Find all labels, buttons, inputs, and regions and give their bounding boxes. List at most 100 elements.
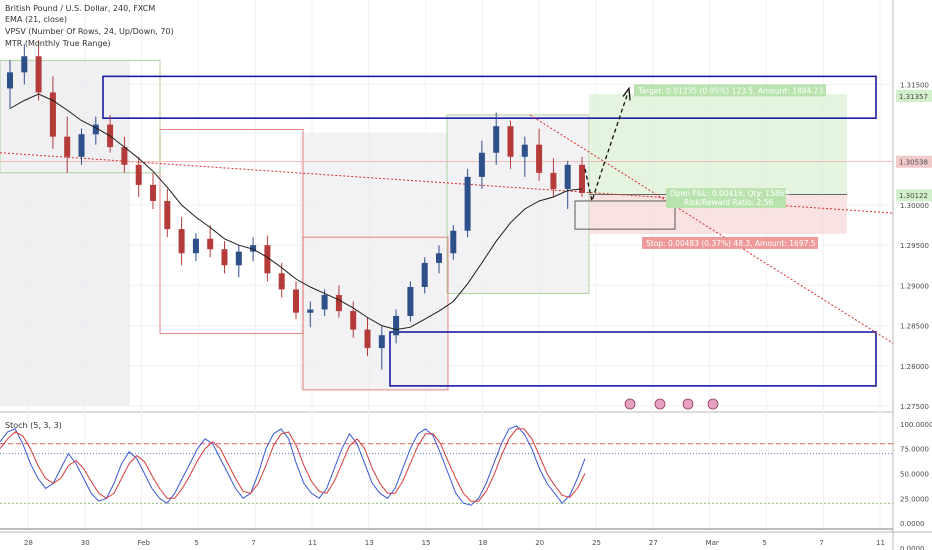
time-tick-label: 7 [251, 539, 255, 547]
time-tick-label: 27 [649, 539, 658, 547]
candle-down [579, 164, 585, 193]
oscillator-tick-label: 0.0000 [900, 545, 925, 550]
price-tick-label: 1.30000 [900, 202, 929, 210]
price-label: 1.31357 [899, 93, 928, 101]
candle-down [264, 245, 271, 274]
target-label-box [634, 84, 826, 97]
candle-up [407, 287, 414, 316]
time-tick-label: 15 [422, 539, 431, 547]
projection-arrow [584, 92, 629, 204]
open-label: Open P&L: 0.00416, Qty: 15869 [670, 189, 789, 198]
event-icon [707, 398, 719, 410]
oscillator-title: Stoch (5, 3, 3) [5, 421, 62, 430]
stoch-d-line [0, 428, 586, 502]
open-label-box [666, 188, 786, 209]
candle-up [493, 126, 500, 153]
trendline-upper [529, 114, 894, 344]
candle-down [35, 56, 42, 93]
candle-down [150, 184, 156, 201]
range-box-red [159, 129, 304, 335]
indicator-legend: VPSV (Number Of Rows, 24, Up/Down, 70) [5, 27, 174, 36]
time-tick-label: 5 [762, 539, 766, 547]
range-box-red [302, 236, 449, 391]
stop-label: Stop: 0.00483 (0.37%) 48.3, Amount: 1697… [646, 239, 816, 248]
candle-down [207, 238, 214, 250]
time-tick-label: 5 [194, 539, 198, 547]
price-tick-label: 1.28500 [900, 323, 929, 331]
target-zone [589, 94, 847, 195]
candle-up [564, 164, 571, 189]
target-label: Target: 0.01235 (0.95%) 123.5, Amount: 1… [637, 86, 823, 95]
candle-up [307, 309, 314, 313]
oscillator-tick-label: 50.0000 [900, 470, 929, 478]
chart-title: British Pound / U.S. Dollar, 240, FXCM [5, 4, 155, 13]
candle-up [21, 56, 28, 73]
candle-down [550, 172, 557, 189]
price-tick-label: 1.28000 [900, 363, 929, 371]
rr-label: Risk/Reward Ratio: 2.56 [684, 198, 773, 207]
candle-down [335, 295, 342, 312]
time-tick-label: 11 [308, 539, 317, 547]
time-tick-label: 20 [535, 539, 544, 547]
candle-up [378, 335, 385, 349]
candle-down [49, 92, 56, 137]
ema-line [9, 93, 583, 331]
volume-profile-zone [447, 114, 589, 294]
candle-up [7, 72, 13, 89]
time-tick-label: 13 [365, 539, 374, 547]
candle-down [64, 136, 71, 157]
price-tick-label: 1.31500 [900, 81, 929, 89]
time-tick-label: 7 [819, 539, 823, 547]
price-label-box [896, 189, 932, 202]
price-tick-label: 1.29000 [900, 282, 929, 290]
candle-down [121, 147, 128, 165]
candle-up [436, 253, 442, 263]
candle-down [178, 229, 185, 254]
candle-up [478, 152, 485, 177]
indicator-legend: EMA (21, close) [5, 15, 67, 24]
volume-profile-zone [300, 132, 448, 390]
oscillator-pane [0, 414, 893, 532]
candle-up [421, 262, 428, 287]
candle-up [521, 144, 528, 157]
time-tick-label: 11 [876, 539, 885, 547]
candle-down [221, 249, 228, 266]
candle-down [350, 311, 357, 330]
time-tick-label: Feb [138, 539, 151, 547]
time-tick-label: 18 [478, 539, 487, 547]
time-tick-label: 28 [24, 539, 33, 547]
candle-down [135, 164, 142, 185]
candle-down [536, 144, 543, 173]
stop-label-box [642, 236, 818, 249]
oscillator-tick-label: 75.0000 [900, 446, 929, 454]
indicator-legend: MTR (Monthly True Range) [5, 39, 111, 48]
candle-up [78, 134, 85, 157]
stoch-k-line [0, 425, 586, 506]
event-icon [654, 398, 666, 410]
candle-down [278, 273, 285, 290]
demand-zone [389, 331, 877, 387]
volume-profile-zone [0, 60, 130, 406]
candle-up [250, 245, 257, 252]
event-icon [682, 398, 694, 410]
candle-up [192, 238, 199, 254]
price-tick-label: 1.29500 [900, 242, 929, 250]
candle-down [364, 329, 371, 349]
event-icon [624, 398, 636, 410]
candle-up [235, 251, 242, 266]
candle-down [164, 200, 171, 230]
time-tick-label: 25 [592, 539, 601, 547]
price-tick-label: 1.27500 [900, 403, 929, 411]
candle-up [450, 230, 457, 254]
price-label: 1.30122 [899, 192, 928, 200]
candle-down [293, 289, 299, 313]
candle-up [321, 295, 328, 310]
oscillator-tick-label: 25.0000 [900, 495, 929, 503]
candle-down [507, 126, 514, 157]
position-box [574, 200, 676, 230]
price-label-box [896, 155, 932, 168]
price-label-box [896, 89, 932, 102]
arrow-head [622, 86, 631, 101]
